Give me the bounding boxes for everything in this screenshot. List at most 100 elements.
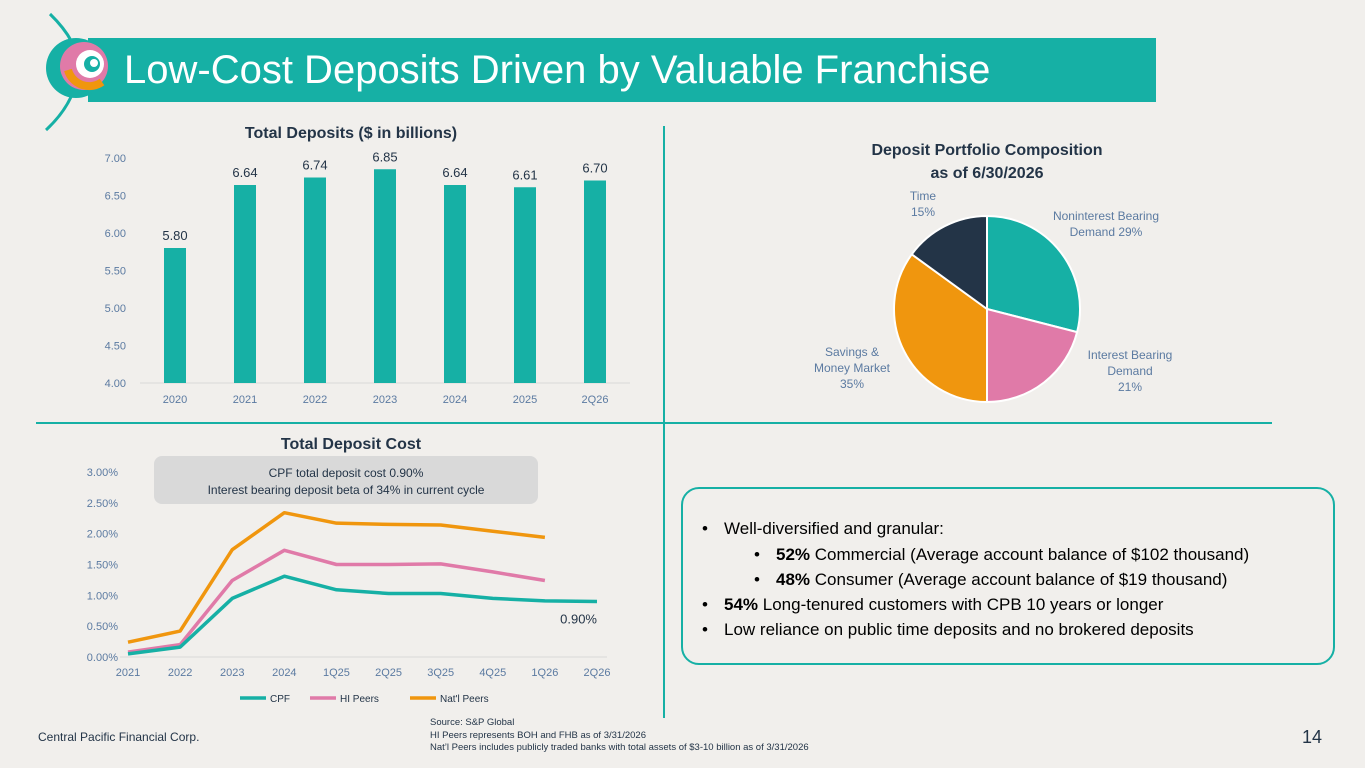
bar-value-label: 6.70: [582, 161, 607, 176]
x-tick-label: 2022: [303, 394, 327, 406]
bar-value-label: 6.64: [232, 165, 257, 180]
bar-value-label: 6.64: [442, 165, 467, 180]
bar-value-label: 5.80: [162, 228, 187, 243]
pie-slice-label: Demand 29%: [1070, 225, 1143, 239]
x-tick-label: 2020: [163, 394, 187, 406]
bar-value-label: 6.85: [372, 149, 397, 164]
x-tick-label: 2021: [116, 667, 140, 679]
x-tick-label: 2024: [272, 667, 296, 679]
x-tick-label: 2023: [220, 667, 244, 679]
footer-source: Source: S&P Global HI Peers represents B…: [430, 717, 809, 755]
pie-title-line: as of 6/30/2026: [931, 165, 1044, 182]
bullet-text: Well-diversified and granular:: [724, 519, 944, 538]
legend-label: Nat'l Peers: [440, 694, 489, 705]
pie-slice: [986, 307, 1079, 404]
x-tick-label: 2023: [373, 394, 397, 406]
bullet-item: • 54% Long-tenured customers with CPB 10 …: [702, 595, 1163, 615]
pie-slice-label: 35%: [840, 377, 864, 391]
series-line: [127, 510, 546, 644]
pie-slice-label: Noninterest Bearing: [1053, 209, 1159, 223]
x-tick-label: 2025: [513, 394, 537, 406]
bar-chart-title: Total Deposits ($ in billions): [245, 125, 457, 142]
legend-label: HI Peers: [340, 694, 379, 705]
deposit-bar: [164, 248, 186, 383]
y-tick-label: 4.50: [105, 341, 126, 353]
deposit-bar: [304, 177, 326, 383]
x-tick-label: 1Q25: [323, 667, 350, 679]
pie-slice-label: Money Market: [814, 361, 891, 375]
x-tick-label: 3Q25: [427, 667, 454, 679]
bullet-emphasis: 48%: [776, 570, 811, 589]
pie-slice: [910, 214, 988, 311]
y-tick-label: 4.00: [105, 378, 126, 390]
pie-slice-label: 21%: [1118, 380, 1142, 394]
deposit-bar: [374, 169, 396, 383]
y-tick-label: 2.50%: [87, 498, 118, 510]
y-tick-label: 0.00%: [87, 652, 118, 664]
pie-slice-label: Savings &: [825, 345, 879, 359]
title-bar: [88, 38, 1156, 102]
y-tick-label: 5.50: [105, 266, 126, 278]
bullet-text: 48% Consumer (Average account balance of…: [776, 570, 1228, 589]
legend-label: CPF: [270, 694, 290, 705]
y-tick-label: 6.00: [105, 228, 126, 240]
pie-slice-label: Interest Bearing: [1088, 348, 1173, 362]
deposit-bar: [514, 187, 536, 383]
highlights-box: [681, 487, 1335, 665]
bullet-dot: •: [754, 570, 760, 589]
x-tick-label: 4Q25: [479, 667, 506, 679]
x-tick-label: 2022: [168, 667, 192, 679]
bar-value-label: 6.74: [302, 158, 327, 173]
y-tick-label: 1.50%: [87, 560, 118, 572]
y-tick-label: 2.00%: [87, 529, 118, 541]
page-title: Low-Cost Deposits Driven by Valuable Fra…: [124, 48, 991, 92]
bullet-emphasis: 54%: [724, 595, 759, 614]
footer-company: Central Pacific Financial Corp.: [38, 730, 200, 744]
bullet-emphasis: 52%: [776, 545, 811, 564]
callout-box: [154, 456, 538, 504]
deposit-bar: [584, 180, 606, 383]
x-tick-label: 2Q26: [584, 667, 611, 679]
bullet-item: • 52% Commercial (Average account balance…: [754, 545, 1249, 565]
bullet-item: • Low reliance on public time deposits an…: [702, 620, 1194, 640]
source-line: Source: S&P Global: [430, 717, 515, 728]
callout-line: Interest bearing deposit beta of 34% in …: [208, 483, 485, 497]
bullet-item: • Well-diversified and granular:: [702, 519, 944, 539]
x-tick-label: 2Q25: [375, 667, 402, 679]
company-logo: [44, 12, 108, 132]
horizontal-divider: [36, 422, 1272, 424]
callout-line: CPF total deposit cost 0.90%: [269, 466, 424, 480]
source-line: Nat’l Peers includes publicly traded ban…: [430, 742, 809, 753]
bullet-dot: •: [702, 620, 708, 639]
line-chart-title: Total Deposit Cost: [281, 436, 422, 453]
x-tick-label: 1Q26: [531, 667, 558, 679]
page-number: 14: [1302, 727, 1323, 747]
bar-value-label: 6.61: [512, 167, 537, 182]
y-tick-label: 3.00%: [87, 467, 118, 479]
bullet-dot: •: [702, 595, 708, 614]
bullet-text: 54% Long-tenured customers with CPB 10 y…: [724, 595, 1164, 614]
end-value-label: 0.90%: [560, 612, 597, 627]
y-tick-label: 7.00: [105, 153, 126, 165]
pie-slice-label: Demand: [1107, 364, 1152, 378]
bullet-text: Low reliance on public time deposits and…: [724, 620, 1194, 639]
x-tick-label: 2024: [443, 394, 467, 406]
x-tick-label: 2021: [233, 394, 257, 406]
y-tick-label: 5.00: [105, 303, 126, 315]
bullet-dot: •: [702, 519, 708, 538]
y-tick-label: 6.50: [105, 191, 126, 203]
deposit-bar: [444, 185, 466, 383]
pie-slice: [893, 252, 988, 404]
series-line: [127, 574, 598, 656]
deposit-bar: [234, 185, 256, 383]
x-tick-label: 2Q26: [582, 394, 609, 406]
series-line: [127, 548, 546, 654]
bullet-text: 52% Commercial (Average account balance …: [776, 545, 1250, 564]
pie-slice-label: Time: [910, 189, 937, 203]
bullet-dot: •: [754, 545, 760, 564]
pie-title-line: Deposit Portfolio Composition: [871, 142, 1102, 159]
y-tick-label: 0.50%: [87, 621, 118, 633]
pie-slice-label: 15%: [911, 205, 935, 219]
pie-slice: [986, 214, 1082, 334]
